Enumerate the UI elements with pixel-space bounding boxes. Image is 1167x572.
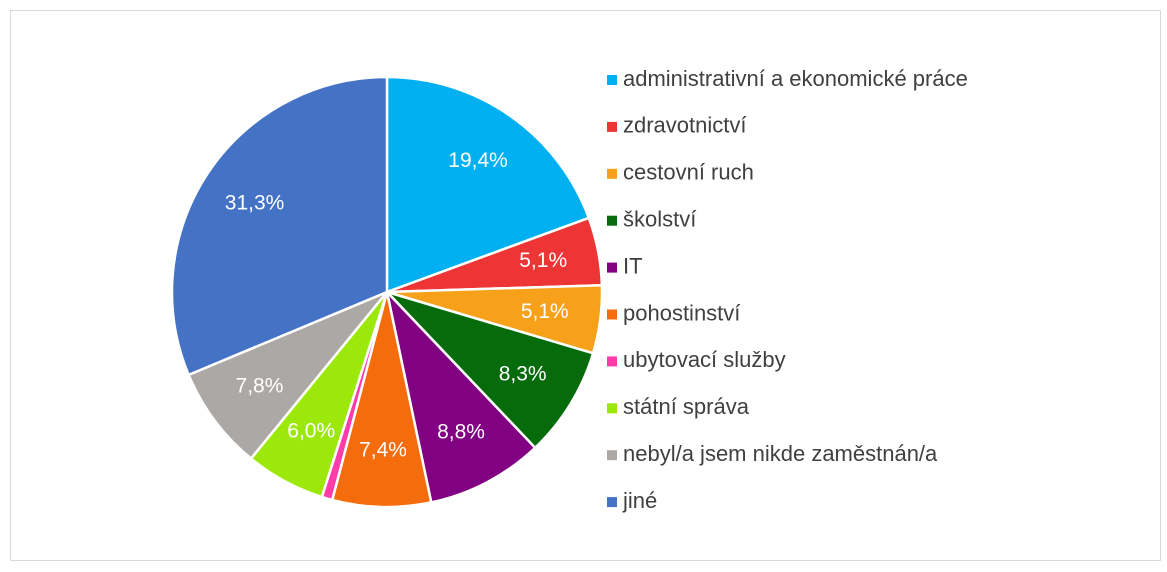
legend-swatch [607,262,617,273]
legend-swatch [607,121,617,132]
pie-slice [382,289,595,450]
legend-label: ubytovací služby [623,347,786,372]
legend-label: jiné [622,488,657,513]
legend-swatch [607,450,617,461]
data-label: 7,4% [359,439,407,462]
legend-label: IT [623,253,643,278]
pie-slice [186,290,388,461]
legend-swatch [607,215,617,226]
pie-slice [384,287,537,504]
legend-swatch [607,403,617,414]
data-label: 7,8% [236,375,284,398]
legend-label: administrativní a ekonomické práce [623,66,968,91]
pie-slice [330,291,433,509]
data-label: 19,4% [448,149,508,172]
legend-label: zdravotnictví [623,113,747,138]
data-label: 8,3% [499,363,547,386]
legend-swatch [607,497,617,508]
data-label: 5,1% [519,249,567,272]
data-label: 6,0% [287,419,335,442]
legend-swatch [607,309,617,320]
legend-swatch [607,356,617,367]
legend-label: cestovní ruch [623,160,754,185]
legend-swatch [607,75,617,85]
data-label: 5,1% [521,300,569,323]
legend-label: pohostinství [623,300,740,325]
legend-label: nebyl/a jsem nikde zaměstnán/a [623,441,938,466]
data-label: 8,8% [437,420,485,443]
legend-label: státní správa [623,394,750,419]
pie-slice [170,75,389,377]
legend-label: školství [623,207,696,232]
pie-slice [385,75,591,294]
legend-swatch [607,168,617,179]
data-label: 31,3% [225,191,285,214]
